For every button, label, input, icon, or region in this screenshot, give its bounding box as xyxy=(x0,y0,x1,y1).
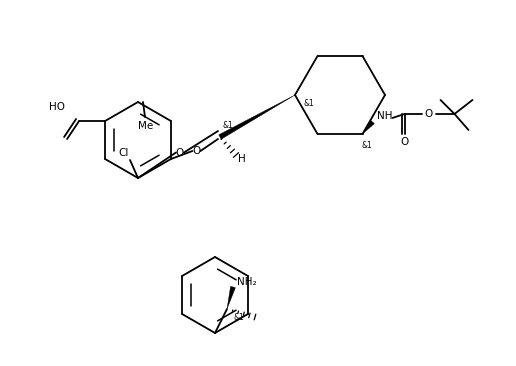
Text: O: O xyxy=(176,147,184,157)
Text: Me: Me xyxy=(138,121,154,131)
Text: Cl: Cl xyxy=(119,148,129,158)
Text: &1: &1 xyxy=(222,120,233,130)
Polygon shape xyxy=(363,120,375,134)
Text: NH: NH xyxy=(377,111,392,121)
Text: &1: &1 xyxy=(361,142,372,150)
Text: &1: &1 xyxy=(303,98,314,108)
Text: H: H xyxy=(238,154,246,164)
Polygon shape xyxy=(227,286,235,309)
Polygon shape xyxy=(219,95,295,139)
Text: O: O xyxy=(424,109,432,119)
Text: HO: HO xyxy=(49,102,65,112)
Text: O: O xyxy=(400,137,409,147)
Text: NH₂: NH₂ xyxy=(237,277,257,287)
Text: &1: &1 xyxy=(234,313,245,321)
Text: O: O xyxy=(192,146,201,156)
